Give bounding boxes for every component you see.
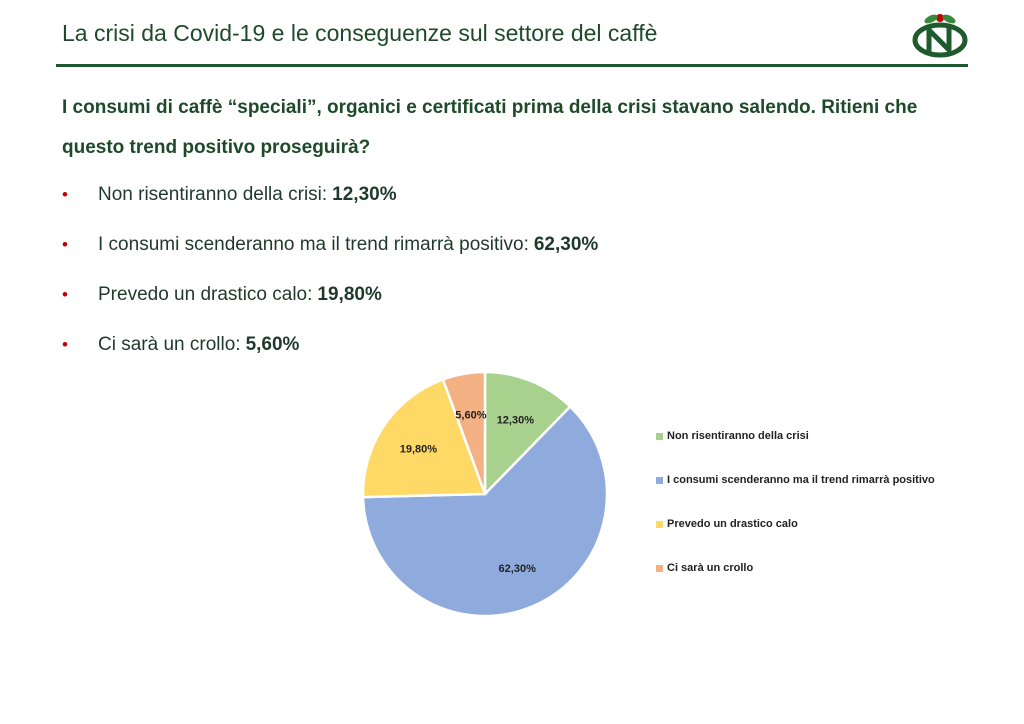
- answer-label: I consumi scenderanno ma il trend rimarr…: [98, 234, 529, 255]
- pie-slice: [361, 377, 487, 499]
- answer-value: 12,30%: [332, 184, 397, 205]
- answer-value: 5,60%: [245, 334, 300, 355]
- legend-item: Prevedo un drastico calo: [656, 502, 935, 546]
- legend-swatch: [656, 564, 663, 572]
- pie-slice: [441, 370, 487, 495]
- legend-swatch: [656, 476, 663, 484]
- legend-label: I consumi scenderanno ma il trend rimarr…: [667, 474, 935, 486]
- legend-label: Ci sarà un crollo: [667, 562, 754, 574]
- pie-chart: 12,30% 62,30% 19,80% 5,60%: [361, 370, 609, 618]
- question-text: I consumi di caffè “speciali”, organici …: [62, 97, 918, 158]
- legend-swatch: [656, 432, 663, 440]
- answer-value: 19,80%: [317, 284, 382, 305]
- legend-label: Non risentiranno della crisi: [667, 430, 809, 442]
- list-item: • Ci sarà un crollo: 5,60%: [62, 332, 598, 382]
- answer-label: Ci sarà un crollo:: [98, 334, 241, 355]
- answers-list: • Non risentiranno della crisi: 12,30% •…: [62, 182, 598, 382]
- logo-icon: [912, 14, 968, 58]
- answer-value: 62,30%: [533, 234, 599, 255]
- data-label: 19,80%: [400, 444, 438, 456]
- header-divider: [56, 64, 968, 67]
- data-label: 5,60%: [455, 410, 486, 422]
- bullet-dot-icon: •: [62, 285, 68, 304]
- bullet-dot-icon: •: [62, 335, 68, 354]
- bullet-dot-icon: •: [62, 235, 68, 254]
- list-item: • Prevedo un drastico calo: 19,80%: [62, 282, 598, 332]
- legend-swatch: [656, 520, 663, 528]
- legend-label: Prevedo un drastico calo: [667, 518, 798, 530]
- legend-item: Non risentiranno della crisi: [656, 414, 935, 458]
- answer-label: Prevedo un drastico calo:: [98, 284, 313, 305]
- pie-slice: [361, 404, 609, 618]
- chart-legend: Non risentiranno della crisi I consumi s…: [656, 414, 935, 590]
- legend-item: I consumi scenderanno ma il trend rimarr…: [656, 458, 935, 502]
- answer-label: Non risentiranno della crisi:: [98, 184, 328, 205]
- legend-item: Ci sarà un crollo: [656, 546, 935, 590]
- page-title: La crisi da Covid-19 e le conseguenze su…: [62, 20, 658, 46]
- data-label: 62,30%: [499, 563, 537, 575]
- pie-slice: [483, 370, 572, 498]
- list-item: • Non risentiranno della crisi: 12,30%: [62, 182, 598, 232]
- data-label: 12,30%: [497, 414, 535, 426]
- bullet-dot-icon: •: [62, 185, 68, 204]
- list-item: • I consumi scenderanno ma il trend rima…: [62, 232, 598, 282]
